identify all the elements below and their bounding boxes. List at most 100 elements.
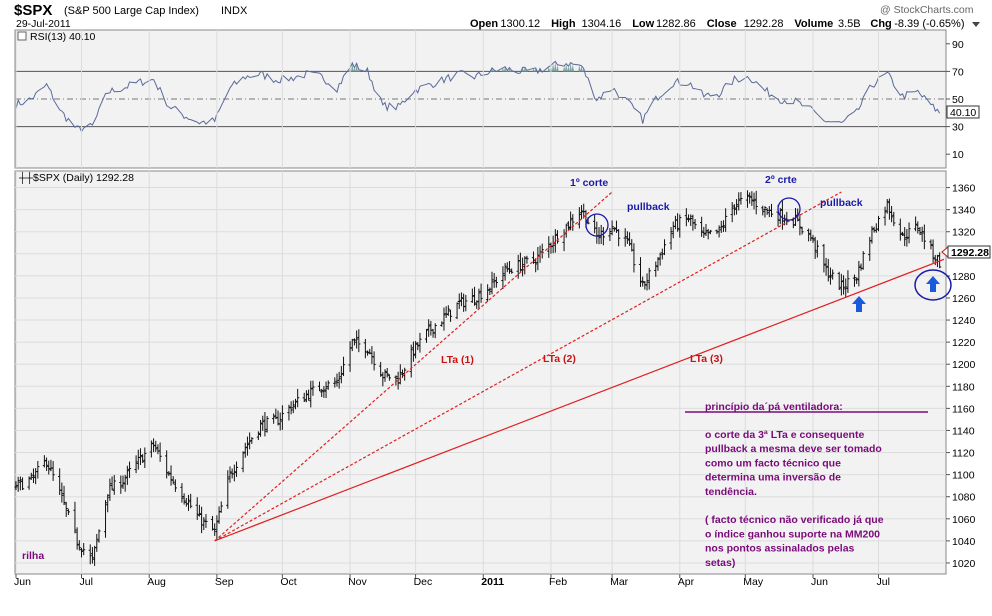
price-bar xyxy=(704,223,708,236)
price-bar xyxy=(202,517,206,531)
date-label: 29-Jul-2011 xyxy=(16,18,71,30)
price-bar xyxy=(931,239,935,263)
price-bar xyxy=(750,191,754,206)
price-bar xyxy=(555,230,560,244)
price-bar xyxy=(226,470,230,509)
price-bar xyxy=(885,199,889,214)
price-bar xyxy=(296,388,300,408)
price-bar xyxy=(900,231,905,236)
price-bar xyxy=(754,190,758,215)
price-bar xyxy=(448,309,453,322)
price-bar xyxy=(60,482,64,503)
price-bar xyxy=(189,493,193,509)
price-bar xyxy=(250,437,254,444)
price-bar xyxy=(306,389,311,401)
price-bar xyxy=(501,266,505,289)
price-bar xyxy=(44,457,49,471)
price-bar xyxy=(520,257,525,277)
quote-value-1: 1304.16 xyxy=(582,18,622,30)
price-bar xyxy=(82,543,86,556)
quote-label-5: Chg xyxy=(870,18,891,30)
quote-value-5: -8.39 (-0.65%) xyxy=(894,18,964,30)
price-bar xyxy=(18,476,22,491)
price-bar xyxy=(20,477,25,491)
price-bar xyxy=(134,455,138,474)
price-bar xyxy=(398,364,402,385)
price-bar xyxy=(457,293,461,309)
rsi-tick-label: 70 xyxy=(952,66,964,78)
price-bar xyxy=(106,494,110,513)
annotations: 1º corte 2º crte pullback pullback LTa (… xyxy=(22,174,952,569)
annotation-pullback-2: pullback xyxy=(820,197,863,209)
price-bar xyxy=(232,464,236,482)
price-legend-icon: ┼┼ xyxy=(18,171,34,185)
price-bar xyxy=(566,221,571,230)
price-bar xyxy=(75,527,79,550)
annotation-rilha: rilha xyxy=(22,550,44,562)
price-bar xyxy=(108,478,112,501)
price-bar xyxy=(479,283,483,303)
rsi-tick-label: 30 xyxy=(952,122,964,134)
price-bar xyxy=(352,338,357,346)
price-bar xyxy=(274,408,278,420)
price-bar xyxy=(752,192,756,210)
x-tick-label: Jul xyxy=(80,576,93,588)
price-bar xyxy=(322,386,326,398)
price-bar xyxy=(841,275,846,295)
price-bar xyxy=(243,442,247,458)
price-bar xyxy=(64,501,68,517)
price-tick-label: 1140 xyxy=(952,425,975,437)
price-bar xyxy=(265,416,269,433)
principle-text-block: o corte da 3ª LTa e consequente pullback … xyxy=(705,429,884,569)
price-bar xyxy=(110,476,114,491)
price-bar xyxy=(228,466,232,483)
price-bar xyxy=(617,229,621,247)
price-bar xyxy=(442,307,446,331)
price-bar xyxy=(569,211,573,231)
price-bar xyxy=(739,192,743,205)
price-tick-label: 1180 xyxy=(952,381,975,393)
price-bar xyxy=(470,288,474,303)
price-bar xyxy=(27,476,31,490)
price-bar xyxy=(540,243,544,259)
price-tick-label: 1260 xyxy=(952,293,976,305)
price-bar xyxy=(641,276,645,287)
price-bar xyxy=(289,401,293,415)
price-tick-label: 1320 xyxy=(952,227,976,239)
price-bar xyxy=(861,251,865,270)
price-bar xyxy=(883,206,887,226)
price-bar xyxy=(813,236,817,259)
dropdown-arrow-icon[interactable] xyxy=(972,22,980,27)
price-bar xyxy=(684,208,688,227)
price-bar xyxy=(922,224,926,250)
x-tick-label: Nov xyxy=(348,576,367,588)
annotation-lta-3: LTa (3) xyxy=(690,353,723,365)
price-bar xyxy=(248,432,252,450)
price-bar xyxy=(302,392,306,403)
rsi-tick-label: 90 xyxy=(952,39,964,51)
price-bar xyxy=(918,226,922,235)
price-bar xyxy=(14,481,18,490)
price-bar xyxy=(907,222,911,244)
price-bar xyxy=(400,369,405,378)
rsi-current-box xyxy=(946,105,980,119)
price-tick-label: 1040 xyxy=(952,536,976,548)
x-tick-label: Jun xyxy=(14,576,31,588)
price-bar xyxy=(293,398,298,410)
price-bar xyxy=(763,206,767,218)
price-bar xyxy=(846,270,850,293)
price-bar xyxy=(654,261,658,277)
principle-title: princípio da´pá ventiladora: xyxy=(705,401,843,413)
x-tick-label: Jul xyxy=(876,576,889,588)
rsi-legend: RSI(13) 40.10 xyxy=(17,31,96,43)
price-tick-label: 1080 xyxy=(952,492,976,504)
principle-text-line: determina uma inversão de xyxy=(705,472,841,484)
price-bar xyxy=(824,257,828,276)
price-bar xyxy=(151,438,156,453)
price-bar xyxy=(379,361,383,377)
price-tick-label: 1280 xyxy=(952,271,976,283)
price-bar xyxy=(357,329,361,353)
price-bar xyxy=(490,271,494,295)
price-bar xyxy=(141,454,145,463)
